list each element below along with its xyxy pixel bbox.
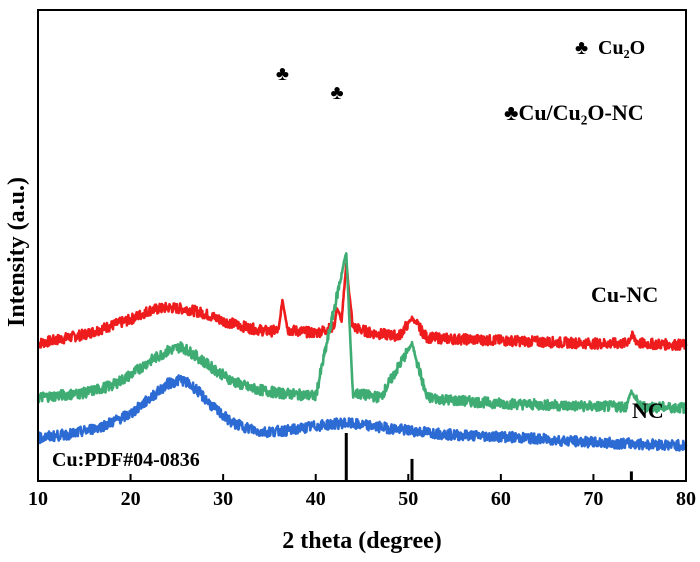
series-line-1 — [36, 252, 688, 415]
series-line-2 — [36, 374, 688, 452]
y-axis-title: Intensity (a.u.) — [4, 177, 30, 327]
x-axis-ticks: 10 20 30 40 50 60 70 80 — [28, 474, 696, 510]
x-tick-label: 60 — [491, 488, 511, 510]
x-tick-label: 40 — [306, 488, 326, 510]
x-axis-title: 2 theta (degree) — [282, 528, 442, 554]
peak-marker: ♣ — [276, 63, 289, 85]
series-line-0 — [36, 262, 688, 351]
reference-label: Cu:PDF#04-0836 — [52, 449, 200, 471]
series-label-nc: NC — [632, 398, 664, 423]
x-tick-label: 10 — [28, 488, 48, 510]
peak-marker: ♣ — [330, 82, 343, 104]
reference-peaks — [344, 433, 633, 481]
series-label-cu-nc: Cu-NC — [591, 282, 658, 307]
x-tick-label: 30 — [213, 488, 233, 510]
x-tick-label: 20 — [121, 488, 141, 510]
x-tick-label: 50 — [398, 488, 418, 510]
series-traces — [36, 252, 688, 452]
x-tick-label: 70 — [583, 488, 603, 510]
series-label-cu-cu2o-nc: ♣Cu/Cu₂O-NC — [504, 100, 644, 125]
legend-symbol: ♣ — [575, 37, 588, 59]
x-tick-label: 80 — [676, 488, 696, 510]
plot-frame — [37, 9, 687, 482]
legend-text: Cu₂O — [598, 37, 645, 59]
